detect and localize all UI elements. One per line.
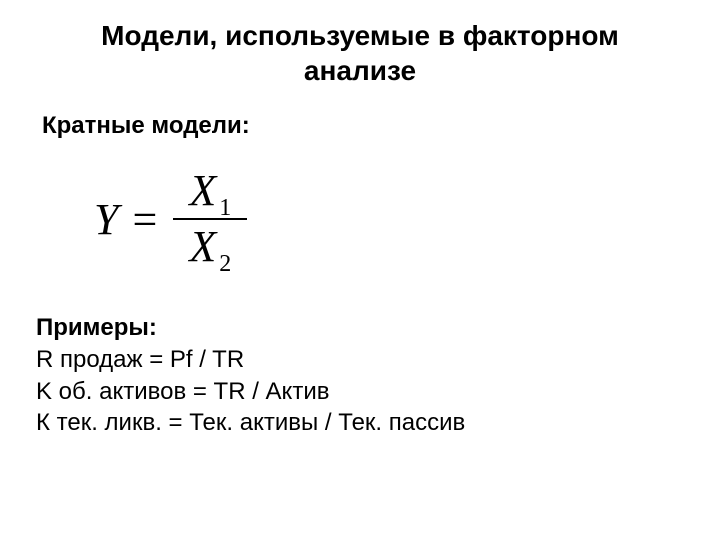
denominator-subscript: 2 (219, 252, 231, 277)
section-subtitle: Кратные модели: (36, 112, 684, 140)
numerator-var: X (189, 168, 216, 214)
formula-lhs: Y (94, 194, 118, 245)
formula-denominator: X 2 (173, 224, 247, 270)
example-line: К тек. ликв. = Тек. активы / Тек. пассив (36, 407, 684, 438)
formula-block: Y = X 1 X 2 (94, 168, 684, 270)
formula-fraction: X 1 X 2 (173, 168, 247, 270)
formula-numerator: X 1 (173, 168, 247, 214)
examples-heading: Примеры: (36, 314, 684, 342)
example-line: R продаж = Pf / TR (36, 344, 684, 375)
fraction-bar (173, 218, 247, 220)
denominator-var: X (189, 224, 216, 270)
example-line: K об. активов = TR / Актив (36, 376, 684, 407)
formula-equals: = (132, 194, 157, 245)
slide-title: Модели, используемые в факторном анализе (36, 18, 684, 88)
numerator-subscript: 1 (219, 196, 231, 221)
